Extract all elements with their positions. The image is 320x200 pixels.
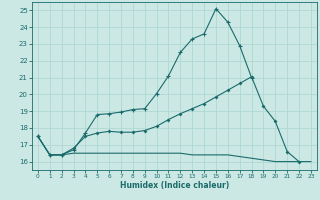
- X-axis label: Humidex (Indice chaleur): Humidex (Indice chaleur): [120, 181, 229, 190]
